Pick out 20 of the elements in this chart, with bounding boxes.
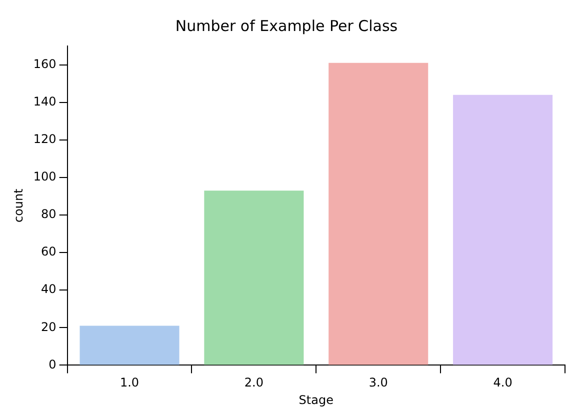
y-tick-label: 0 — [48, 357, 56, 372]
chart-title: Number of Example Per Class — [175, 16, 398, 35]
x-tick-label: 1.0 — [120, 376, 140, 390]
y-tick-label: 80 — [41, 207, 56, 222]
y-tick-label: 160 — [33, 56, 56, 71]
y-axis-title: count — [11, 188, 26, 223]
y-tick-label: 20 — [41, 320, 56, 334]
y-tick-label: 100 — [33, 170, 56, 184]
bar — [453, 94, 553, 365]
x-tick-label: 2.0 — [244, 376, 264, 390]
bar — [80, 326, 180, 365]
x-tick-label: 4.0 — [493, 376, 512, 390]
x-tick-label: 3.0 — [368, 376, 388, 390]
bar — [204, 190, 304, 365]
bar — [328, 62, 428, 365]
x-axis-title: Stage — [298, 392, 334, 407]
y-tick-label: 60 — [41, 244, 56, 259]
y-tick-label: 120 — [33, 132, 56, 146]
y-tick-label: 140 — [33, 94, 56, 108]
y-tick-label: 40 — [41, 282, 56, 296]
